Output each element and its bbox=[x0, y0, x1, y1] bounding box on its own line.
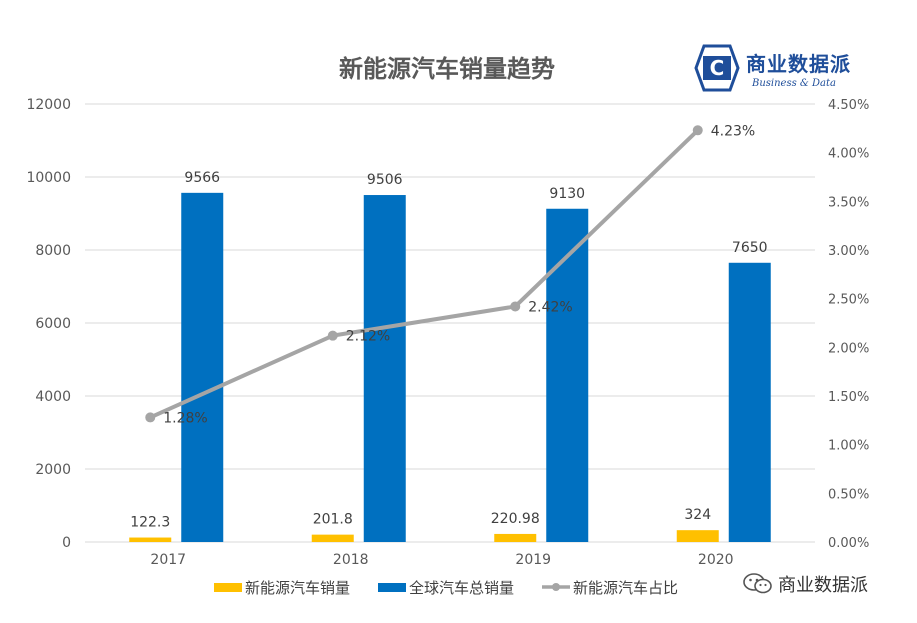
x-tick-label: 2020 bbox=[698, 552, 734, 568]
line-data-label: 2.12% bbox=[346, 329, 390, 345]
y-left-tick-label: 2000 bbox=[35, 462, 71, 478]
y-right-tick-label: 4.50% bbox=[828, 98, 869, 113]
y-right-tick-label: 0.50% bbox=[828, 487, 869, 502]
y-right-tick-label: 2.00% bbox=[828, 341, 869, 356]
legend: 新能源汽车销量 全球汽车总销量 新能源汽车占比 bbox=[214, 579, 678, 597]
bar-data-label: 7650 bbox=[732, 240, 768, 256]
x-tick-label: 2017 bbox=[150, 552, 186, 568]
brand-logo-letter: C bbox=[710, 56, 725, 80]
y-right-tick-label: 1.00% bbox=[828, 439, 869, 454]
y-right-tick-label: 3.00% bbox=[828, 244, 869, 259]
y-right-tick-label: 1.50% bbox=[828, 390, 869, 405]
y-left-tick-label: 4000 bbox=[35, 389, 71, 405]
chart-title: 新能源汽车销量趋势 bbox=[339, 55, 555, 83]
line-series bbox=[145, 125, 703, 423]
line-data-label: 1.28% bbox=[163, 410, 207, 426]
legend-label: 全球汽车总销量 bbox=[409, 579, 514, 597]
legend-swatch bbox=[214, 583, 242, 592]
y-left-tick-label: 10000 bbox=[26, 170, 71, 186]
legend-swatch bbox=[378, 583, 406, 592]
bar bbox=[181, 192, 224, 542]
y-right-tick-label: 0.00% bbox=[828, 536, 869, 551]
x-tick-label: 2018 bbox=[333, 552, 369, 568]
line-point bbox=[327, 330, 338, 341]
y-left-tick-label: 8000 bbox=[35, 243, 71, 259]
legend-swatch-marker bbox=[552, 583, 560, 591]
wechat-icon bbox=[743, 573, 772, 594]
line-data-label: 4.23% bbox=[711, 123, 755, 139]
wechat-watermark: 商业数据派 bbox=[742, 569, 902, 599]
x-axis: 2017 2018 2019 2020 bbox=[150, 552, 733, 568]
bar-series bbox=[129, 192, 771, 542]
y-right-tick-label: 4.00% bbox=[828, 147, 869, 162]
data-labels: 122.3 9566 201.8 9506 220.98 9130 324 7650 1.28%… bbox=[130, 123, 767, 530]
bar-data-label: 9506 bbox=[367, 172, 403, 188]
bar-data-label: 9130 bbox=[549, 186, 585, 202]
bar bbox=[363, 195, 406, 542]
x-tick-label: 2019 bbox=[515, 552, 551, 568]
bar bbox=[676, 530, 719, 542]
bar-data-label: 122.3 bbox=[130, 515, 170, 531]
bar-data-label: 9566 bbox=[184, 170, 220, 186]
bar bbox=[546, 208, 589, 542]
y-left-tick-label: 6000 bbox=[35, 316, 71, 332]
line-point bbox=[510, 301, 521, 312]
bar bbox=[728, 262, 771, 542]
y-right-axis: 0.00% 0.50% 1.00% 1.50% 2.00% 2.50% 3.00% 3.50%… bbox=[828, 98, 869, 551]
brand-logo-text: 商业数据派 bbox=[746, 52, 851, 76]
brand-logo: C 商业数据派 Business & Data bbox=[694, 44, 884, 94]
line-point bbox=[145, 412, 156, 423]
y-left-tick-label: 0 bbox=[62, 535, 71, 551]
bar-data-label: 324 bbox=[684, 507, 711, 523]
y-right-tick-label: 3.50% bbox=[828, 195, 869, 210]
y-left-axis: 0 2000 4000 6000 8000 10000 12000 bbox=[26, 97, 71, 551]
line-point bbox=[692, 125, 703, 136]
bar-data-label: 220.98 bbox=[491, 511, 540, 527]
legend-label: 新能源汽车占比 bbox=[573, 579, 678, 597]
bar bbox=[494, 533, 537, 542]
line-series-path bbox=[149, 128, 700, 420]
legend-label: 新能源汽车销量 bbox=[245, 579, 350, 597]
wechat-watermark-text: 商业数据派 bbox=[778, 575, 868, 596]
brand-logo-subtitle: Business & Data bbox=[752, 78, 836, 89]
y-left-tick-label: 12000 bbox=[26, 97, 71, 113]
bar bbox=[129, 537, 172, 542]
bar-data-label: 201.8 bbox=[313, 512, 353, 528]
y-right-tick-label: 2.50% bbox=[828, 293, 869, 308]
brand-logo-icon: C bbox=[694, 44, 740, 92]
line-data-label: 2.42% bbox=[528, 299, 572, 315]
bar bbox=[311, 534, 354, 542]
